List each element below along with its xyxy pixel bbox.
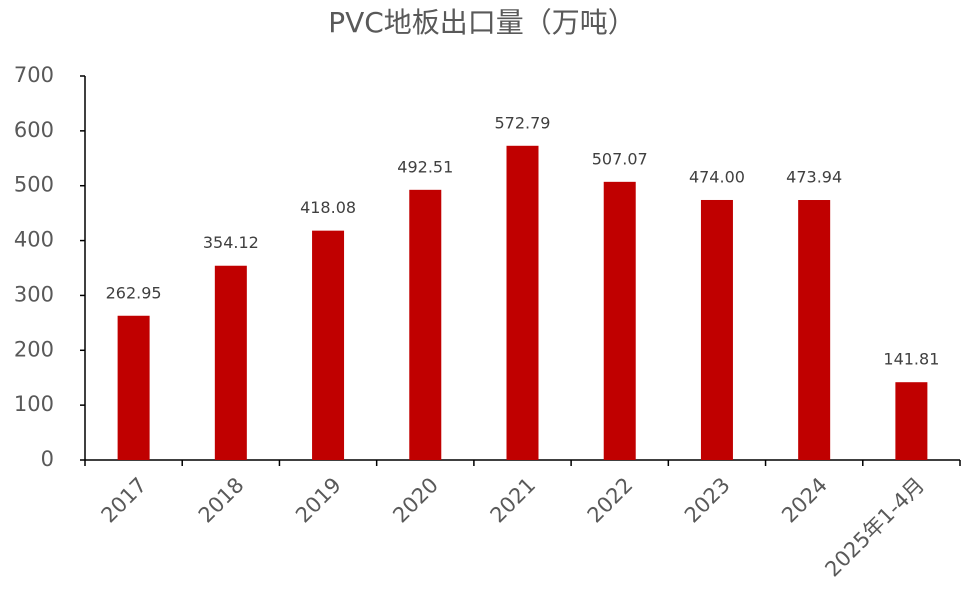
y-tick-label: 600 bbox=[14, 118, 54, 142]
x-tick-label: 2017 bbox=[97, 473, 152, 528]
value-label: 492.51 bbox=[397, 157, 453, 176]
value-label: 354.12 bbox=[203, 233, 259, 252]
bar bbox=[895, 382, 928, 460]
x-tick-label: 2022 bbox=[583, 473, 638, 528]
x-tick-label: 2025年1-4月 bbox=[820, 473, 929, 582]
y-tick-label: 0 bbox=[41, 447, 54, 471]
value-label: 141.81 bbox=[883, 350, 939, 369]
x-tick-label: 2018 bbox=[194, 473, 249, 528]
bar bbox=[506, 145, 539, 461]
bar bbox=[117, 315, 150, 460]
value-label: 572.79 bbox=[495, 113, 551, 132]
y-tick-label: 200 bbox=[14, 337, 54, 361]
value-label: 473.94 bbox=[786, 168, 842, 187]
x-tick-label: 2024 bbox=[777, 473, 832, 528]
value-label: 474.00 bbox=[689, 167, 745, 186]
x-tick-label: 2020 bbox=[388, 473, 443, 528]
x-tick-label: 2021 bbox=[486, 473, 541, 528]
y-tick-label: 500 bbox=[14, 173, 54, 197]
value-label: 418.08 bbox=[300, 198, 356, 217]
y-tick-label: 300 bbox=[14, 282, 54, 306]
bar bbox=[700, 199, 733, 460]
bar bbox=[409, 189, 442, 460]
bar bbox=[603, 181, 636, 461]
value-label: 507.07 bbox=[592, 149, 648, 168]
chart-title: PVC地板出口量（万吨） bbox=[328, 6, 636, 39]
bar bbox=[214, 265, 247, 460]
bar bbox=[312, 230, 345, 460]
y-tick-label: 400 bbox=[14, 228, 54, 252]
bar bbox=[798, 200, 831, 460]
value-label: 262.95 bbox=[106, 283, 162, 302]
y-tick-label: 700 bbox=[14, 63, 54, 87]
x-tick-label: 2019 bbox=[291, 473, 346, 528]
x-tick-label: 2023 bbox=[680, 473, 735, 528]
y-tick-label: 100 bbox=[14, 392, 54, 416]
